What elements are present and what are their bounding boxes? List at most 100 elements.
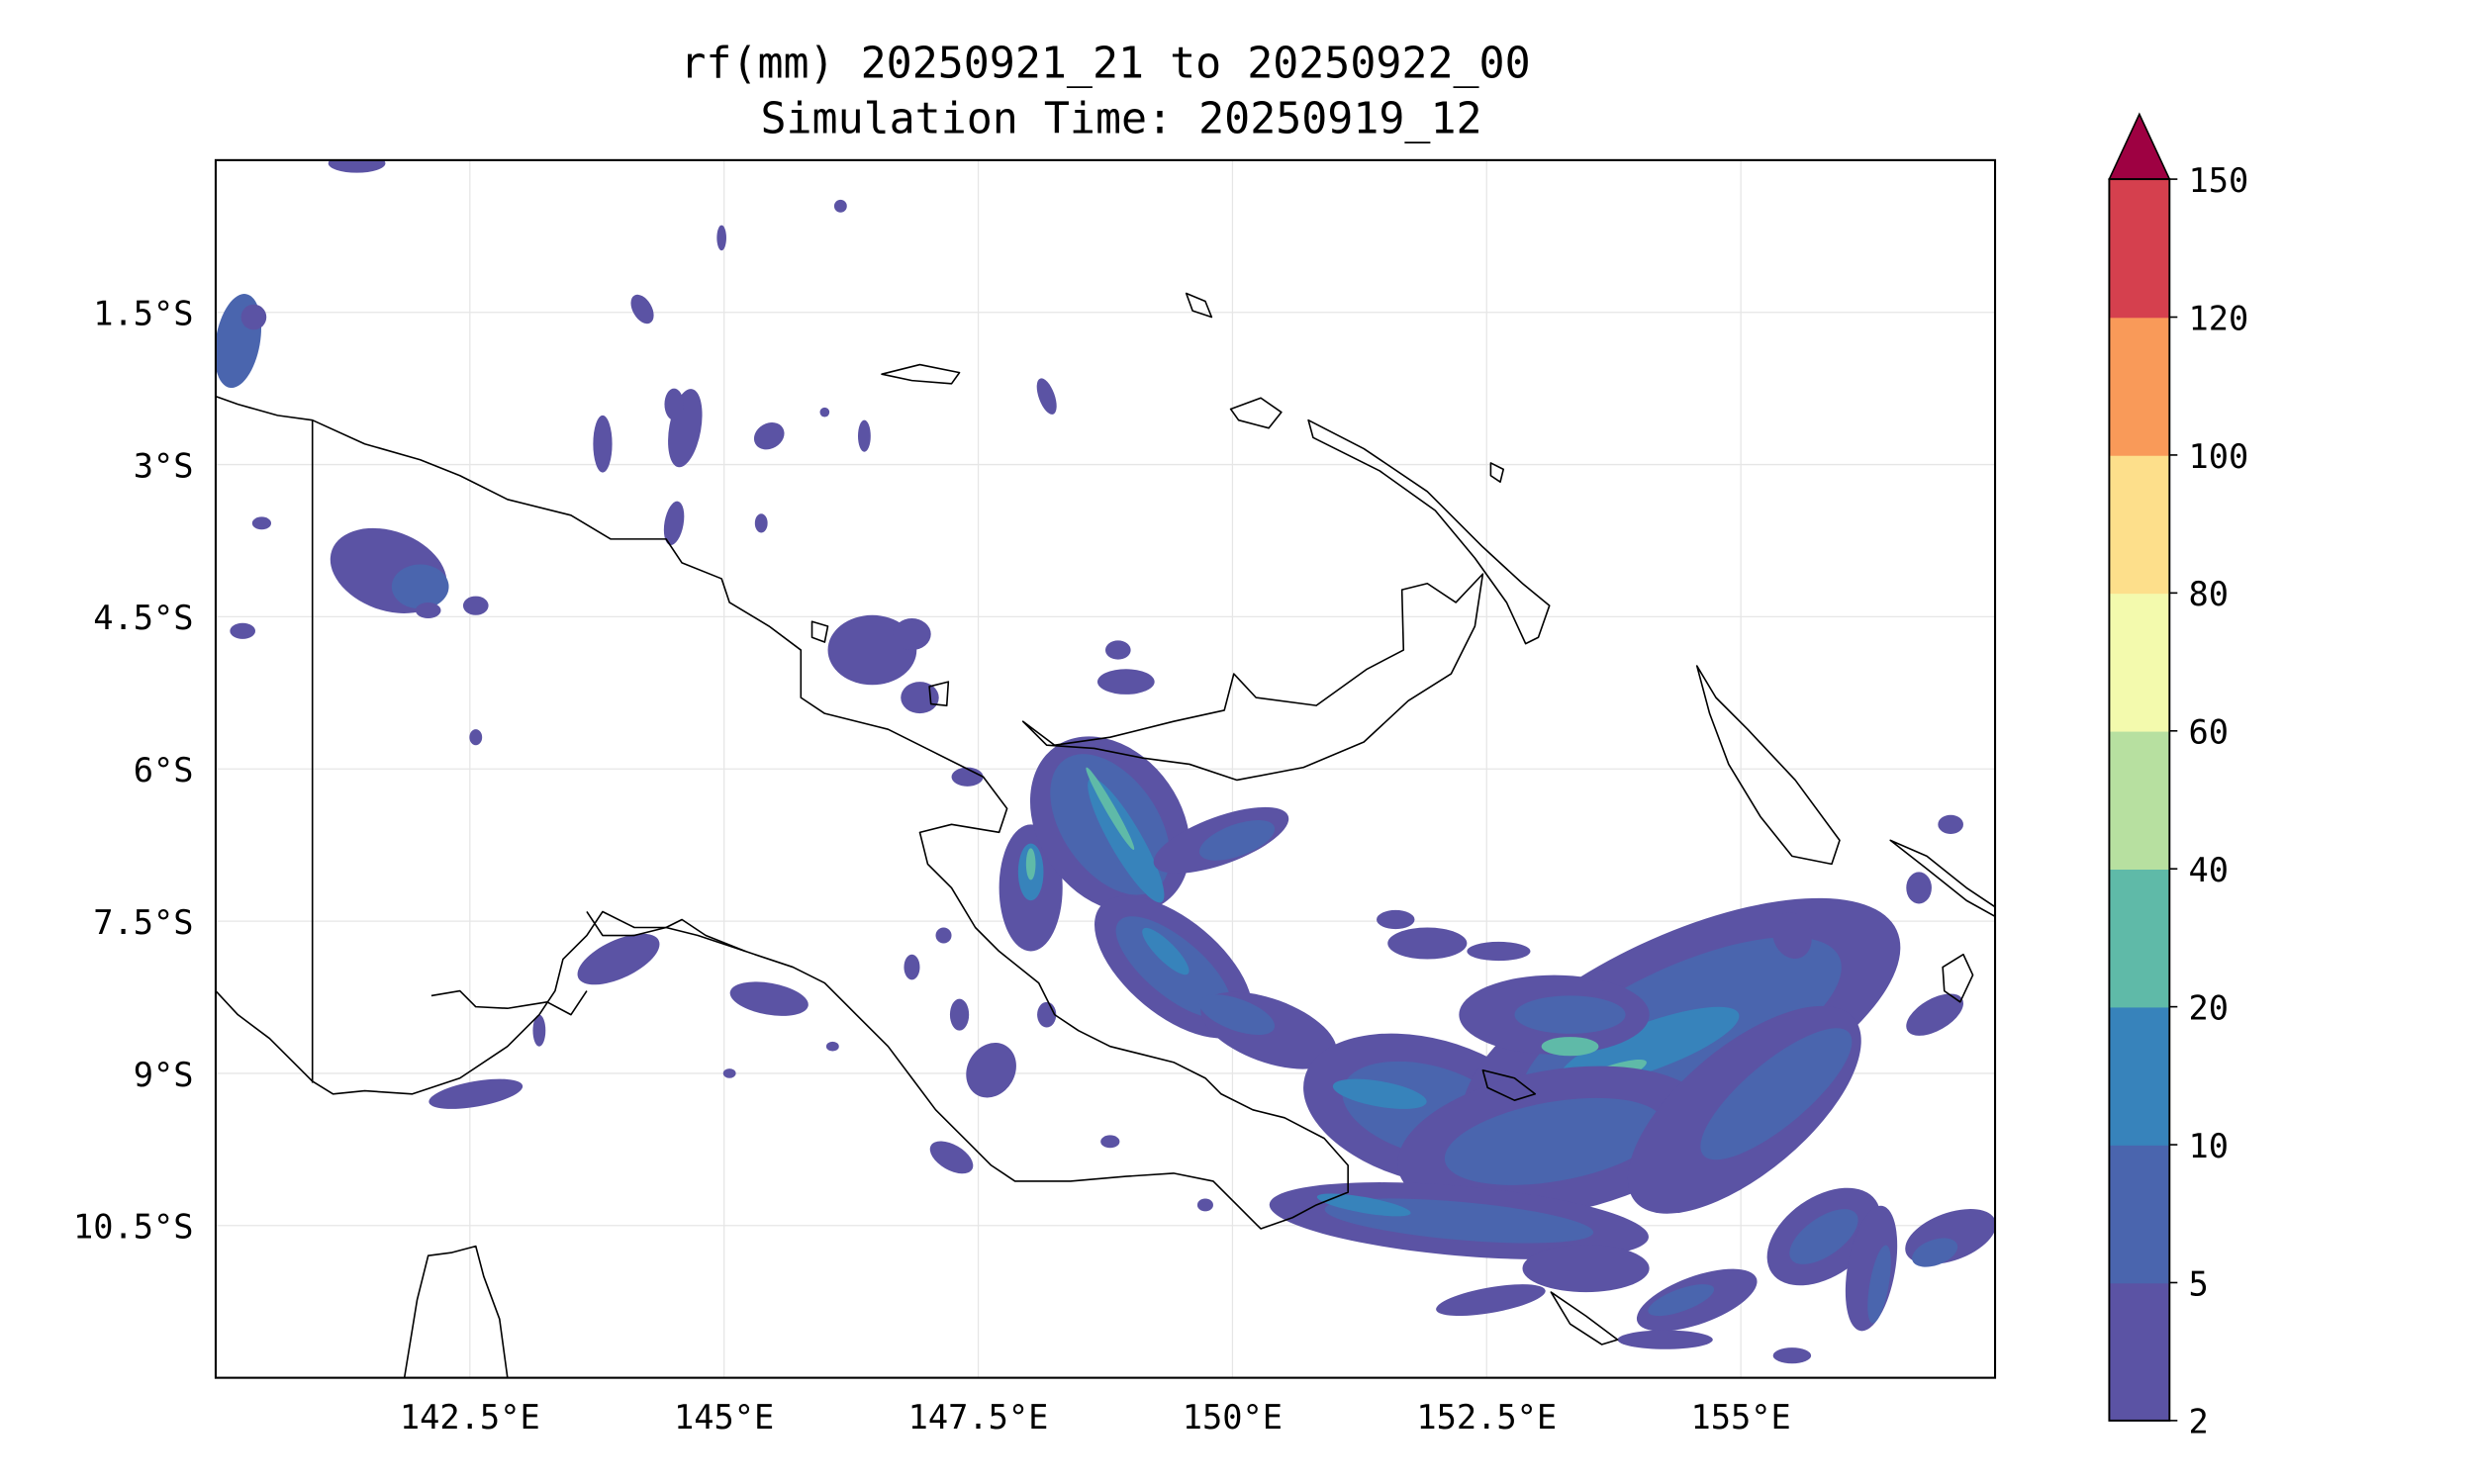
colorbar-tick-label: 100 bbox=[2189, 437, 2249, 476]
rainfall-contour bbox=[391, 564, 449, 609]
rainfall-contour bbox=[1772, 1347, 1812, 1364]
bougainville bbox=[1695, 665, 1841, 866]
x-axis-ticks: 142.5°E 145°E 147.5°E 150°E 152.5°E 155°E bbox=[400, 1398, 1791, 1437]
rainfall-contour bbox=[1541, 1037, 1599, 1057]
y-tick-label: 1.5°S bbox=[93, 295, 193, 333]
x-tick-label: 147.5°E bbox=[908, 1398, 1049, 1437]
colorbar-tick-label: 2 bbox=[2189, 1403, 2209, 1441]
x-tick-label: 145°E bbox=[674, 1398, 774, 1437]
solomon-islands bbox=[1889, 839, 1996, 918]
coastlines bbox=[215, 292, 1996, 1378]
rainfall-contour bbox=[716, 225, 726, 251]
rainfall-contour bbox=[819, 407, 830, 417]
gulf-fly-river-coast bbox=[430, 989, 588, 1016]
colorbar-segment bbox=[2109, 179, 2170, 319]
colorbar-segment bbox=[2109, 1145, 2170, 1284]
rainfall-contour bbox=[428, 1078, 523, 1109]
rainfall-contour bbox=[240, 304, 267, 330]
rainfall-contour bbox=[1198, 994, 1276, 1036]
rainfall-contour bbox=[722, 1068, 736, 1078]
rainfall-contour bbox=[949, 998, 970, 1031]
map-panel: 142.5°E 145°E 147.5°E 150°E 152.5°E 155°E 1.5… bbox=[73, 158, 1997, 1437]
cape-york bbox=[403, 1245, 509, 1378]
rainfall-contour bbox=[833, 199, 847, 213]
y-tick-label: 4.5°S bbox=[93, 599, 193, 637]
rainfall-contour bbox=[1867, 1245, 1891, 1324]
colorbar-tick-label: 80 bbox=[2189, 575, 2230, 613]
rainfall-contour bbox=[1025, 848, 1036, 881]
x-tick-label: 150°E bbox=[1183, 1398, 1283, 1437]
rainfall-contour bbox=[230, 622, 256, 639]
rainfall-contour bbox=[1522, 1245, 1650, 1293]
x-tick-label: 155°E bbox=[1691, 1398, 1791, 1437]
y-axis-ticks: 1.5°S 3°S 4.5°S 6°S 7.5°S 9°S 10.5°S bbox=[73, 295, 194, 1247]
x-tick-label: 152.5°E bbox=[1416, 1398, 1557, 1437]
rainfall-contour bbox=[966, 1043, 1016, 1098]
rainfall-contour bbox=[1912, 1238, 1958, 1267]
y-tick-label: 6°S bbox=[134, 751, 194, 789]
small-island-1 bbox=[1185, 292, 1213, 319]
rainfall-contour bbox=[1436, 1284, 1546, 1317]
rainfall-contour bbox=[1332, 1078, 1427, 1109]
colorbar-segment bbox=[2109, 1282, 2170, 1422]
rainfall-contour bbox=[1444, 1097, 1665, 1185]
rainfall-contour bbox=[1100, 1135, 1120, 1149]
rainfall-contour bbox=[1196, 1198, 1213, 1212]
rainfall-contour bbox=[1648, 1284, 1715, 1317]
rainfall-contour bbox=[577, 933, 660, 985]
rainfall-contour bbox=[1387, 927, 1468, 960]
rainfall-contour bbox=[1700, 1028, 1853, 1160]
rainfall-contour bbox=[1377, 909, 1415, 930]
y-tick-label: 3°S bbox=[134, 446, 194, 485]
colorbar-segment bbox=[2109, 730, 2170, 871]
rainfall-contour bbox=[469, 729, 483, 746]
small-island-3 bbox=[928, 681, 950, 706]
rainfall-contour bbox=[1772, 911, 1812, 960]
louisiade-island bbox=[1550, 1291, 1619, 1345]
rainfall-contour bbox=[664, 388, 684, 420]
rainfall-contour bbox=[630, 294, 654, 325]
manus-island bbox=[1229, 397, 1283, 429]
new-ireland bbox=[1307, 418, 1551, 645]
colorbar-frame bbox=[2108, 178, 2171, 1422]
new-guinea-coast bbox=[215, 395, 1349, 1230]
rainfall-contour bbox=[593, 415, 613, 473]
rainfall-contour bbox=[1037, 1001, 1057, 1028]
small-island-4 bbox=[1489, 462, 1505, 483]
colorbar-tick-label: 20 bbox=[2189, 988, 2230, 1027]
colorbar-segment bbox=[2109, 317, 2170, 456]
rainfall-contour bbox=[532, 1014, 546, 1047]
rainfall-contour bbox=[1467, 941, 1531, 962]
colorbar-segment bbox=[2109, 593, 2170, 732]
colorbar-tick-label: 10 bbox=[2189, 1127, 2230, 1165]
colorbar: 2 5 10 20 40 60 80 100 120 150 bbox=[2108, 112, 2249, 1441]
rainfall-contour bbox=[1617, 1330, 1713, 1349]
dentrecasteaux-island bbox=[1481, 1068, 1537, 1101]
rainfall-contour bbox=[1316, 1193, 1411, 1217]
rainfall-contours bbox=[215, 159, 1996, 1364]
colorbar-segment bbox=[2109, 1006, 2170, 1146]
title-line-2: Simulation Time: 20250919_12 bbox=[760, 95, 1481, 144]
colorbar-tick-label: 5 bbox=[2189, 1264, 2209, 1303]
colorbar-segment bbox=[2109, 869, 2170, 1008]
bismarck-coast bbox=[586, 911, 746, 953]
rainfall-contour bbox=[1036, 378, 1057, 415]
rainfall-contour bbox=[904, 954, 920, 980]
rainfall-contour bbox=[1104, 640, 1131, 660]
rainfall-contour bbox=[663, 501, 685, 546]
map-frame bbox=[214, 158, 1997, 1379]
rainfall-contour bbox=[951, 767, 984, 787]
rainfall-contour bbox=[462, 596, 489, 615]
rainfall-contour bbox=[901, 682, 939, 714]
rainfall-contour bbox=[729, 981, 809, 1016]
rainfall-contour bbox=[935, 927, 952, 944]
rainfall-contour bbox=[251, 516, 272, 530]
rainfall-contour bbox=[1142, 927, 1189, 975]
colorbar-extend-arrow bbox=[2108, 112, 2171, 180]
colorbar-tick-label: 150 bbox=[2189, 161, 2249, 200]
colorbar-tick-label: 40 bbox=[2189, 851, 2230, 889]
colorbar-segment bbox=[2109, 454, 2170, 595]
rainfall-contour bbox=[929, 1141, 974, 1174]
rainfall-contour bbox=[754, 513, 768, 533]
